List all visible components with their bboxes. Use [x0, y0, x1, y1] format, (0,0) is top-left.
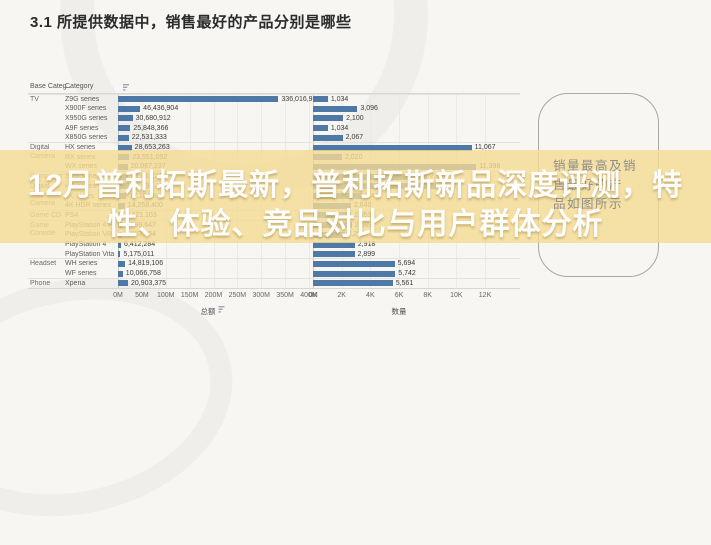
category-label: X950G series: [65, 114, 108, 122]
amount-value-label: 20,903,375: [130, 279, 167, 287]
amount-bar[interactable]: [118, 125, 131, 132]
category-label: PlayStation 4: [65, 241, 107, 248]
quantity-bar[interactable]: [313, 144, 472, 151]
amount-bar[interactable]: [118, 241, 122, 248]
quantity-bar[interactable]: [313, 280, 393, 287]
axis-tick-label: 50M: [135, 292, 149, 299]
promo-banner-title-line2: 性、体验、竞品对比与用户群体分析: [107, 208, 604, 241]
axis-tick-label: 12K: [478, 292, 492, 299]
axis-tick-label: 350M: [276, 292, 294, 299]
promo-banner-title-line1: 12月普利拓斯最新，普利拓斯新品深度评测，特: [27, 169, 684, 202]
axis-tick-label: 6K: [394, 292, 404, 299]
category-label: WF series: [65, 270, 97, 278]
amount-bar[interactable]: [118, 144, 132, 151]
amount-bar[interactable]: [118, 96, 279, 102]
axis-tick-label: 0K: [308, 292, 318, 299]
column-header-base-category: Base Categ..: [30, 83, 71, 90]
axis-tick-label: 8K: [423, 292, 432, 299]
callout-text: 销量最高及销 售最好的产 品如图所示: [553, 157, 637, 214]
amount-value-label: 10,066,758: [125, 270, 161, 278]
quantity-bar[interactable]: [313, 105, 358, 112]
quantity-bar[interactable]: [313, 241, 355, 248]
sort-descending-icon[interactable]: [123, 84, 130, 93]
category-label: PlayStation Vita: [65, 250, 115, 258]
axis-tick-label: 200M: [204, 292, 223, 299]
quantity-value-label: 11,067: [474, 144, 496, 151]
quantity-bar[interactable]: [313, 115, 344, 122]
axis-baseline: [28, 288, 520, 289]
sort-descending-icon[interactable]: [218, 306, 226, 315]
quantity-bar[interactable]: [313, 96, 328, 102]
amount-bar[interactable]: [118, 105, 141, 112]
quantity-bar[interactable]: [313, 260, 395, 267]
amount-bar[interactable]: [118, 251, 121, 258]
amount-value-label: 336,016,966: [281, 95, 321, 103]
quantity-value-label: 3,096: [360, 105, 378, 113]
column-header-category: Category: [65, 83, 94, 90]
amount-value-label: 5,175,011: [123, 250, 155, 258]
amount-value-label: 6,412,284: [124, 241, 156, 248]
axis-tick-label: 250M: [228, 292, 247, 299]
category-label: HX series: [65, 144, 96, 151]
quantity-value-label: 5,561: [395, 279, 414, 287]
axis-tick-label: 300M: [252, 292, 271, 299]
quantity-value-label: 1,034: [330, 95, 349, 103]
quantity-value-label: 2,918: [357, 241, 376, 248]
amount-bar[interactable]: [118, 270, 123, 277]
quantity-value-label: 5,694: [397, 260, 416, 268]
quantity-bar[interactable]: [313, 125, 328, 132]
base-category-label: TV: [30, 95, 39, 103]
category-label: A9F series: [65, 124, 99, 132]
amount-value-label: 14,819,106: [128, 260, 164, 268]
axis-title: 总额: [201, 306, 226, 317]
amount-value-label: 28,653,263: [134, 144, 170, 151]
amount-value-label: 30,680,912: [135, 114, 171, 122]
callout-line: 售最好的产: [553, 178, 624, 192]
amount-bar[interactable]: [118, 134, 129, 141]
group-separator: [28, 277, 520, 279]
category-label: Z9G series: [65, 95, 100, 103]
amount-value-label: 22,531,333: [131, 134, 167, 142]
quantity-bar[interactable]: [313, 270, 396, 277]
quantity-value-label: 2,899: [357, 250, 376, 258]
quantity-bar[interactable]: [313, 251, 355, 258]
amount-value-label: 46,436,904: [143, 105, 179, 113]
group-separator: [28, 93, 520, 95]
category-label: WH series: [65, 260, 98, 268]
base-category-label: Phone: [30, 279, 51, 287]
quantity-value-label: 2,067: [345, 134, 364, 142]
group-separator: [28, 258, 520, 260]
amount-bar[interactable]: [118, 280, 128, 287]
group-separator: [28, 142, 520, 143]
axis-tick-label: 2K: [337, 292, 346, 299]
category-label: Xperia: [65, 279, 86, 287]
quantity-bar[interactable]: [313, 134, 343, 141]
axis-tick-label: 150M: [180, 292, 199, 299]
axis-tick-label: 4K: [366, 292, 375, 299]
amount-bar[interactable]: [118, 115, 133, 122]
axis-title: 数量: [391, 307, 407, 316]
base-category-label: Headset: [30, 260, 57, 268]
quantity-value-label: 1,034: [330, 124, 349, 132]
quantity-value-label: 2,100: [346, 114, 364, 122]
promo-banner-band: [0, 150, 711, 243]
category-label: X900F series: [65, 105, 107, 113]
axis-tick-label: 0M: [113, 292, 123, 299]
quantity-value-label: 5,742: [398, 270, 416, 278]
axis-tick-label: 400M: [300, 292, 318, 299]
amount-bar[interactable]: [118, 260, 126, 267]
axis-tick-label: 10K: [450, 292, 463, 299]
page-title: 3.1 所提供数据中，销售最好的产品分别是哪些: [30, 14, 352, 31]
amount-value-label: 25,848,366: [133, 124, 169, 132]
axis-tick-label: 100M: [156, 292, 175, 299]
callout-line: 品如图所示: [553, 197, 624, 211]
category-label: X850G series: [65, 134, 108, 142]
callout-line: 销量最高及销: [553, 159, 638, 173]
